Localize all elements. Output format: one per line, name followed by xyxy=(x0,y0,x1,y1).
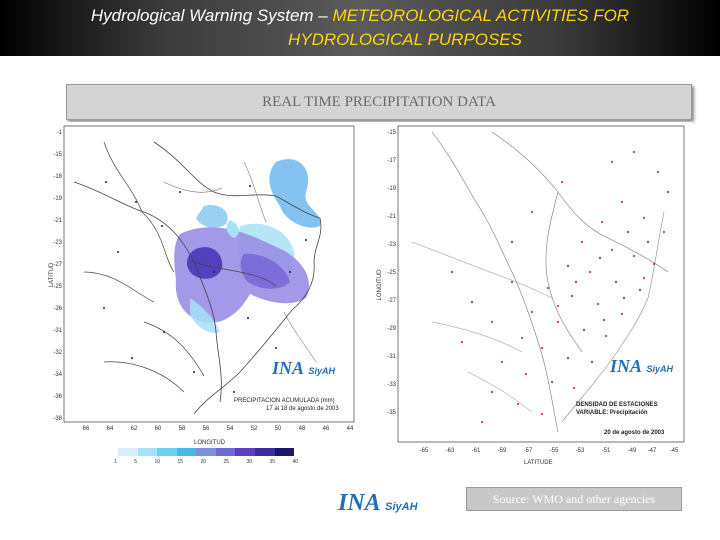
siyah-logo-text: SiyAH xyxy=(385,501,418,513)
svg-text:-21: -21 xyxy=(53,218,62,224)
svg-text:-45: -45 xyxy=(670,448,679,454)
svg-text:-21: -21 xyxy=(387,214,396,220)
scale-label: 40 xyxy=(292,459,298,465)
scale-swatch-6 xyxy=(215,448,236,456)
svg-text:62: 62 xyxy=(131,426,138,432)
scale-label: 25 xyxy=(223,459,229,465)
svg-text:60: 60 xyxy=(155,426,162,432)
svg-text:-57: -57 xyxy=(524,448,533,454)
right-caption-2: VARIABLE: Precipitación xyxy=(576,410,648,416)
svg-text:52: 52 xyxy=(251,426,258,432)
svg-text:-26: -26 xyxy=(53,306,62,312)
svg-text:-34: -34 xyxy=(53,372,62,378)
svg-text:-65: -65 xyxy=(420,448,429,454)
svg-text:-31: -31 xyxy=(53,328,62,334)
header-line-1: Hydrological Warning System – METEOROLOG… xyxy=(0,6,720,26)
left-caption-2: 17 al 18 de agosto de 2003 xyxy=(266,406,339,412)
svg-text:-35: -35 xyxy=(387,410,396,416)
scale-label: 35 xyxy=(269,459,275,465)
header-white-text: Hydrological Warning System – xyxy=(90,6,333,25)
left-caption-1: PRECIPITACION ACUMULADA (mm) xyxy=(234,398,335,404)
left-y-axis-label: LATITUD xyxy=(49,262,55,288)
svg-text:-63: -63 xyxy=(446,448,455,454)
svg-text:46: 46 xyxy=(323,426,330,432)
scale-swatch-4 xyxy=(176,448,197,456)
ina-logo-left: INA SiyAH xyxy=(272,358,335,379)
svg-text:-15: -15 xyxy=(387,130,396,136)
svg-text:-33: -33 xyxy=(387,382,396,388)
scale-swatch-1 xyxy=(118,448,138,456)
station-density-map: -15 -17 -19 -21 -23 -25 -27 -29 -31 -33 … xyxy=(372,122,692,472)
ina-logo-text: INA xyxy=(338,490,381,516)
scale-swatch-5 xyxy=(196,448,216,456)
ina-logo-bottom: INA SiyAH xyxy=(338,490,418,517)
scale-label: 20 xyxy=(200,459,206,465)
right-caption-1: DENSIDAD DE ESTACIONES xyxy=(576,402,658,408)
svg-text:-36: -36 xyxy=(53,394,62,400)
scale-labels: 1 5 10 15 20 25 30 35 40 xyxy=(114,459,298,465)
svg-text:48: 48 xyxy=(299,426,306,432)
svg-text:-27: -27 xyxy=(53,262,62,268)
svg-text:-17: -17 xyxy=(387,158,396,164)
svg-text:56: 56 xyxy=(203,426,210,432)
svg-text:-47: -47 xyxy=(648,448,657,454)
scale-label: 30 xyxy=(246,459,252,465)
svg-text:64: 64 xyxy=(107,426,114,432)
scale-swatch-3 xyxy=(157,448,177,456)
precipitation-color-scale xyxy=(118,448,295,460)
svg-text:-49: -49 xyxy=(628,448,637,454)
svg-text:-19: -19 xyxy=(387,186,396,192)
svg-text:-18: -18 xyxy=(53,174,62,180)
svg-text:-1: -1 xyxy=(57,130,63,136)
svg-text:44: 44 xyxy=(347,426,354,432)
svg-text:-31: -31 xyxy=(387,354,396,360)
scale-swatch-2 xyxy=(137,448,158,456)
svg-text:-29: -29 xyxy=(387,326,396,332)
station-density-map-graphic: -15 -17 -19 -21 -23 -25 -27 -29 -31 -33 … xyxy=(387,125,685,454)
svg-text:66: 66 xyxy=(83,426,90,432)
scale-swatch-8 xyxy=(254,448,275,456)
svg-text:58: 58 xyxy=(179,426,186,432)
siyah-logo-text: SiyAH xyxy=(308,366,335,376)
scale-label: 5 xyxy=(134,459,137,465)
svg-text:-23: -23 xyxy=(387,242,396,248)
svg-text:-55: -55 xyxy=(550,448,559,454)
svg-text:-32: -32 xyxy=(53,350,62,356)
right-x-axis-label: LATITUDE xyxy=(524,460,553,466)
svg-text:-61: -61 xyxy=(472,448,481,454)
left-x-axis-label: LONGITUD xyxy=(194,440,226,446)
header-line-2: HYDROLOGICAL PURPOSES xyxy=(288,30,522,49)
precipitation-map-graphic: -1 -15 -18 -19 -21 -23 -27 -25 -26 -31 -… xyxy=(53,125,355,432)
svg-text:-51: -51 xyxy=(602,448,611,454)
scale-label: 10 xyxy=(154,459,160,465)
svg-text:-59: -59 xyxy=(498,448,507,454)
svg-text:-25: -25 xyxy=(53,284,62,290)
siyah-logo-text: SiyAH xyxy=(646,364,673,374)
svg-text:-23: -23 xyxy=(53,240,62,246)
right-caption-3: 20 de agosto de 2003 xyxy=(604,430,665,436)
precipitation-map: -1 -15 -18 -19 -21 -23 -27 -25 -26 -31 -… xyxy=(44,122,374,472)
svg-text:50: 50 xyxy=(275,426,282,432)
svg-text:-19: -19 xyxy=(53,196,62,202)
svg-text:-38: -38 xyxy=(53,416,62,422)
ina-logo-text: INA xyxy=(610,356,643,376)
svg-text:-53: -53 xyxy=(576,448,585,454)
section-title: REAL TIME PRECIPITATION DATA xyxy=(66,84,692,120)
svg-text:-25: -25 xyxy=(387,270,396,276)
svg-text:-15: -15 xyxy=(53,152,62,158)
source-label: Source: WMO and other agencies xyxy=(466,487,682,511)
scale-swatch-7 xyxy=(235,448,255,456)
scale-swatch-9 xyxy=(274,448,295,456)
scale-label: 15 xyxy=(177,459,183,465)
header-yellow-text: METEOROLOGICAL ACTIVITIES FOR xyxy=(332,6,630,25)
scale-label: 1 xyxy=(114,459,117,465)
ina-logo-right: INA SiyAH xyxy=(610,356,673,377)
svg-text:54: 54 xyxy=(227,426,234,432)
svg-text:-27: -27 xyxy=(387,298,396,304)
ina-logo-text: INA xyxy=(272,358,305,378)
header-banner: Hydrological Warning System – METEOROLOG… xyxy=(0,0,720,56)
right-y-axis-label: LONGITUD xyxy=(377,269,383,301)
